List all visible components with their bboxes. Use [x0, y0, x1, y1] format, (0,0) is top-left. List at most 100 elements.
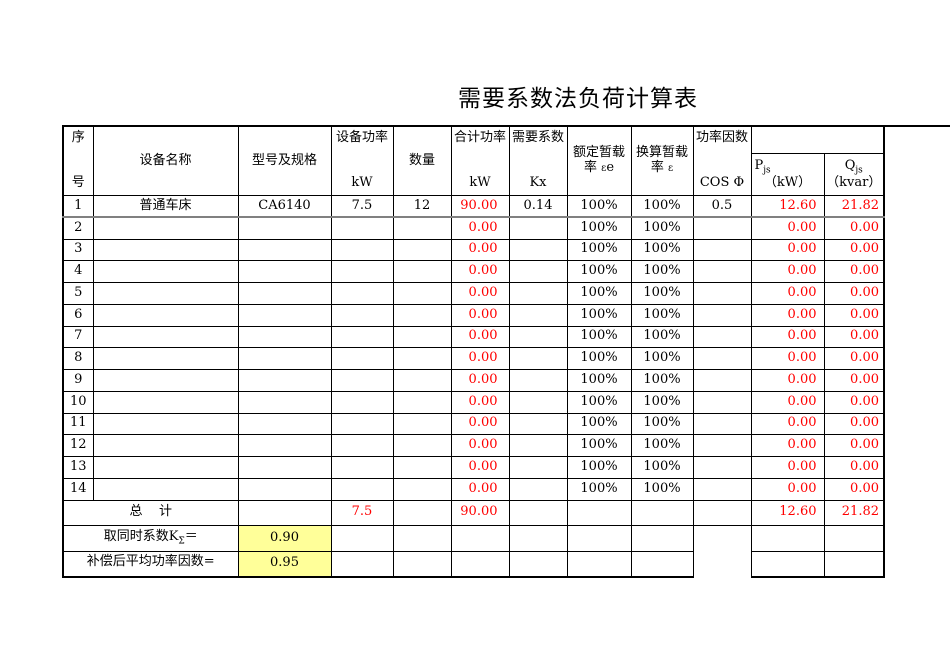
cell-model	[237, 412, 332, 436]
cell-cos	[692, 325, 752, 349]
cell-rated: 100%	[566, 477, 632, 501]
cell-rated: 100%	[566, 412, 632, 436]
cell-kx	[508, 456, 568, 479]
cell-rated: 100%	[566, 369, 632, 392]
load-calculation-table: 序 号 设备名称 型号及规格 设备功率 kW 数量 合计功率 kW	[62, 125, 885, 578]
cell-rated: 100%	[566, 347, 632, 370]
total-power-unit: kW	[469, 175, 491, 191]
cell-qty	[392, 412, 452, 436]
coefficient-input-cell[interactable]: 0.90	[237, 524, 332, 552]
pjs-unit: （kW）	[763, 174, 812, 190]
cell-total: 0.00	[450, 347, 510, 370]
total-conv-cell	[630, 499, 694, 526]
total-qty-cell	[392, 499, 452, 526]
cell-rated: 100%	[566, 260, 632, 283]
cell-p: 0.00	[750, 260, 825, 283]
cell-seq: 3	[62, 238, 94, 262]
cell-conv: 100%	[630, 347, 694, 370]
empty-cell	[630, 524, 694, 552]
cell-total: 0.00	[450, 238, 510, 262]
cell-p: 0.00	[750, 412, 825, 436]
cell-total: 0.00	[450, 434, 510, 457]
cell-conv: 100%	[630, 456, 694, 479]
epsilon-symbol: ε	[601, 163, 607, 174]
cell-power	[330, 325, 394, 349]
power-factor-input-cell[interactable]: 0.95	[237, 550, 332, 578]
cell-rated: 100%	[566, 434, 632, 457]
cell-rated: 100%	[566, 303, 632, 327]
cell-cos	[692, 216, 752, 240]
cell-model	[237, 390, 332, 414]
cell-kx	[508, 347, 568, 370]
cell-cos	[692, 282, 752, 305]
cell-seq: 4	[62, 260, 94, 283]
total-sum-power: 90.00	[450, 499, 510, 526]
cell-seq: 2	[62, 216, 94, 240]
total-rated-cell	[566, 499, 632, 526]
pq-header-strip	[750, 125, 885, 155]
cell-power: 7.5	[330, 195, 394, 219]
cell-conv: 100%	[630, 325, 694, 349]
cell-p: 0.00	[750, 303, 825, 327]
cell-q: 0.00	[823, 347, 885, 370]
cell-total: 0.00	[450, 456, 510, 479]
rated-duty-line1: 额定暂载	[572, 145, 625, 161]
cell-power	[330, 216, 394, 240]
col-header-seq: 序 号	[62, 125, 94, 196]
cell-total: 0.00	[450, 390, 510, 414]
seq-header-top: 序	[71, 130, 85, 145]
cell-qty	[392, 325, 452, 349]
cell-rated: 100%	[566, 325, 632, 349]
device-power-label: 设备功率	[335, 130, 388, 145]
cell-kx	[508, 238, 568, 262]
empty-cell	[508, 524, 568, 552]
empty-cell	[392, 550, 452, 578]
cell-kx	[508, 325, 568, 349]
total-kx-cell	[508, 499, 568, 526]
empty-cell	[750, 550, 825, 578]
cell-qty: 12	[392, 195, 452, 219]
power-factor-symbol: COS Φ	[699, 175, 745, 191]
cell-conv: 100%	[630, 434, 694, 457]
cell-model	[237, 434, 332, 457]
cell-q: 0.00	[823, 456, 885, 479]
col-header-total-power: 合计功率 kW	[450, 125, 510, 196]
cell-model	[237, 477, 332, 501]
cell-p: 0.00	[750, 282, 825, 305]
cell-seq: 13	[62, 456, 94, 479]
header-row: 序 号 设备名称 型号及规格 设备功率 kW 数量 合计功率 kW	[62, 125, 885, 196]
cell-conv: 100%	[630, 390, 694, 414]
cell-total: 0.00	[450, 303, 510, 327]
cell-q: 0.00	[823, 260, 885, 283]
gap-cell	[693, 551, 751, 577]
cell-cos	[692, 434, 752, 457]
cell-p: 0.00	[750, 390, 825, 414]
coefficient-row: 取同时系数KΣ＝ 0.90	[62, 524, 885, 552]
total-pjs: 12.60	[750, 499, 825, 526]
cell-model	[237, 456, 332, 479]
cell-power	[330, 477, 394, 501]
cell-cos	[692, 412, 752, 436]
table-row: 11 0.00 100% 100% 0.00 0.00	[62, 412, 885, 436]
cell-cos: 0.5	[692, 195, 752, 219]
cell-seq: 11	[62, 412, 94, 436]
table-top-extension-line	[881, 125, 950, 127]
cell-model	[237, 282, 332, 305]
cell-name	[92, 347, 239, 370]
qjs-symbol: Qjs	[844, 157, 863, 176]
empty-cell	[330, 524, 394, 552]
cell-kx	[508, 369, 568, 392]
cell-name	[92, 238, 239, 262]
cell-qty	[392, 260, 452, 283]
cell-total: 0.00	[450, 282, 510, 305]
cell-model	[237, 303, 332, 327]
cell-conv: 100%	[630, 260, 694, 283]
cell-rated: 100%	[566, 282, 632, 305]
cell-name	[92, 260, 239, 283]
cell-kx	[508, 412, 568, 436]
empty-cell	[566, 524, 632, 552]
converted-duty-line2: 率 ε	[650, 160, 674, 175]
cell-q: 0.00	[823, 282, 885, 305]
power-factor-row: 补偿后平均功率因数= 0.95	[62, 550, 885, 578]
cell-cos	[692, 390, 752, 414]
